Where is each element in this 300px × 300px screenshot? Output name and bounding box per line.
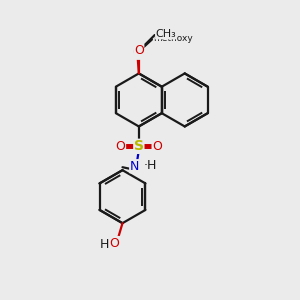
Text: H: H xyxy=(99,238,109,251)
Text: ·H: ·H xyxy=(144,159,157,172)
Text: O: O xyxy=(116,140,125,153)
Text: O: O xyxy=(132,46,142,59)
Text: methoxy: methoxy xyxy=(153,34,193,43)
Text: O: O xyxy=(152,140,162,153)
Text: N: N xyxy=(130,160,139,173)
Text: O: O xyxy=(110,236,119,250)
Text: O: O xyxy=(134,44,144,57)
Text: CH₃: CH₃ xyxy=(155,29,176,39)
Text: S: S xyxy=(134,139,144,153)
